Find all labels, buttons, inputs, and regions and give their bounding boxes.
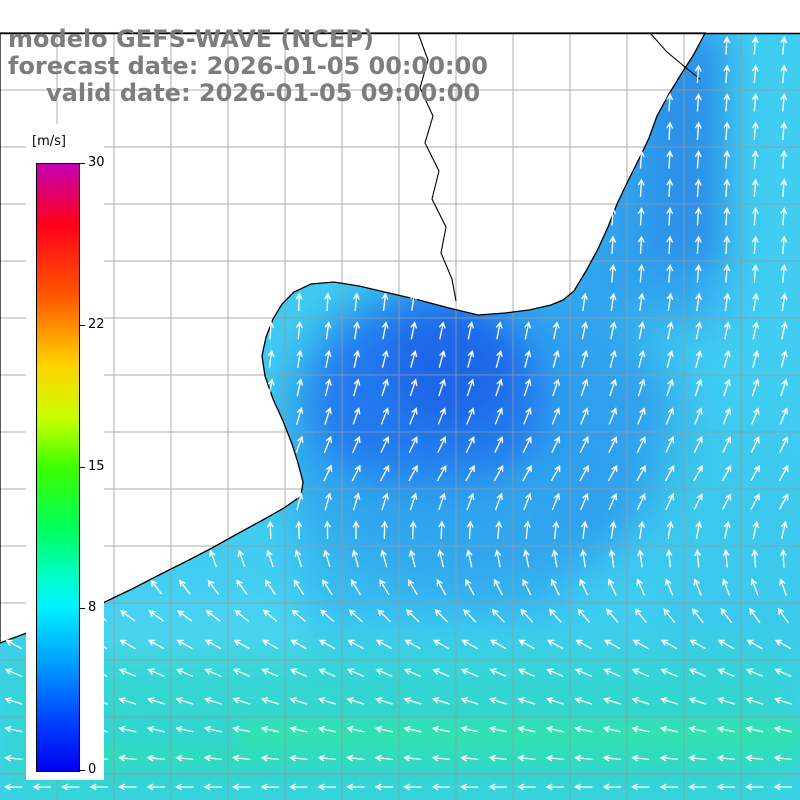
colorbar-gradient-bar xyxy=(36,163,80,772)
grid-lines xyxy=(0,33,800,800)
colorbar-tickmark xyxy=(80,324,85,326)
colorbar-tickmark xyxy=(80,770,85,771)
colorbar-tick-label: 22 xyxy=(88,316,105,332)
colorbar-panel: [m/s] 30 22 15 8 0 xyxy=(26,124,105,780)
valid-date-line: valid date: 2026-01-05 09:00:00 xyxy=(46,79,481,107)
model-title: modelo GEFS-WAVE (NCEP) xyxy=(8,25,374,53)
colorbar-tick-label: 30 xyxy=(88,155,105,170)
ocean-patches xyxy=(0,33,800,800)
colorbar-tick-label: 8 xyxy=(88,600,97,616)
forecast-date-line: forecast date: 2026-01-05 00:00:00 xyxy=(8,52,488,80)
shoreline xyxy=(417,32,457,302)
shoreline xyxy=(649,32,701,80)
colorbar-tick-label: 15 xyxy=(88,458,105,474)
coastline xyxy=(0,32,707,644)
colorbar-tickmark xyxy=(80,608,85,610)
colorbar-tickmark xyxy=(80,466,85,468)
map-title-block: modelo GEFS-WAVE (NCEP) forecast date: 2… xyxy=(8,26,488,107)
colorbar-unit-label: [m/s] xyxy=(32,134,66,149)
colorbar-tickmark xyxy=(80,163,85,164)
land-fill xyxy=(0,33,705,643)
wind-arrows xyxy=(4,36,793,791)
colorbar-tick-label: 0 xyxy=(88,762,97,777)
